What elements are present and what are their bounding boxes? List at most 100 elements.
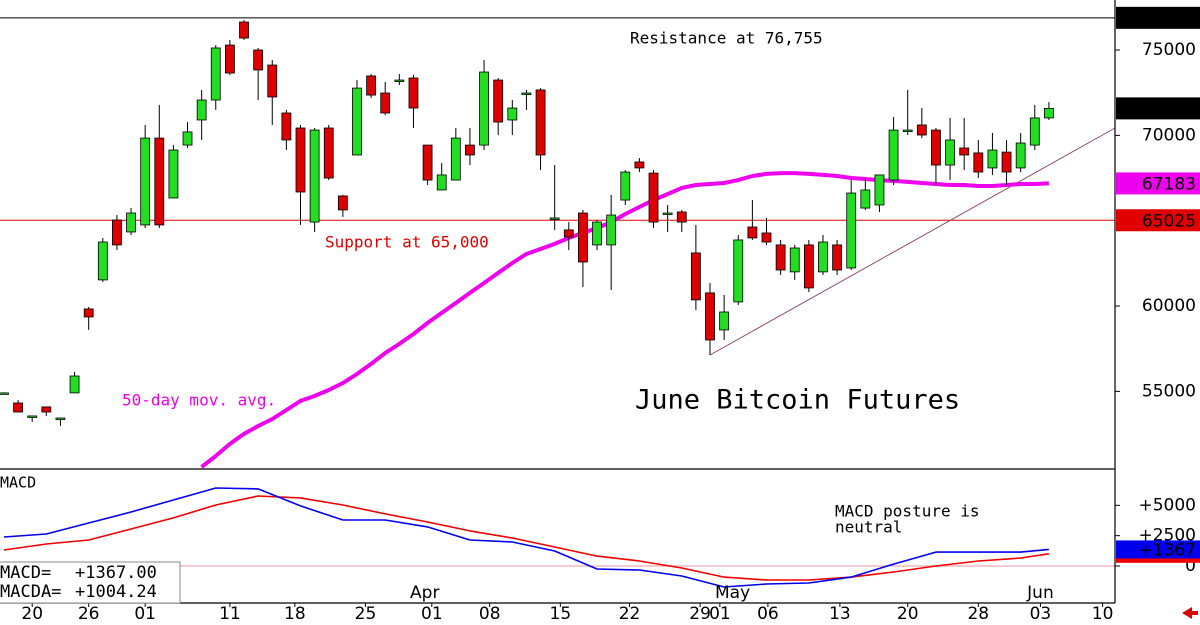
candle-body bbox=[549, 217, 560, 220]
readout-value: +1004.24 bbox=[75, 582, 157, 602]
candle-body bbox=[224, 44, 235, 74]
readout-label: MACD= bbox=[0, 563, 51, 583]
candle-body bbox=[676, 211, 687, 223]
x-tick-label: 26 bbox=[78, 604, 100, 624]
candle-body bbox=[337, 195, 348, 211]
macd-annotation: MACD posture is bbox=[835, 502, 980, 521]
trendline bbox=[709, 127, 1116, 356]
annotation: 50-day mov. avg. bbox=[122, 391, 276, 410]
price-panel bbox=[0, 17, 1120, 469]
candle-body bbox=[41, 406, 52, 413]
candle-body bbox=[55, 417, 66, 420]
candle-body bbox=[902, 129, 913, 132]
price-label: 65025 bbox=[1142, 211, 1196, 231]
candle-body bbox=[295, 127, 306, 193]
x-tick-label: 01 bbox=[134, 604, 156, 624]
x-tick-label: 18 bbox=[284, 604, 306, 624]
candle-body bbox=[366, 75, 377, 96]
candle-body bbox=[803, 244, 814, 289]
candle-body bbox=[705, 292, 715, 341]
annotation: Support at 65,000 bbox=[325, 233, 489, 252]
candle-body bbox=[309, 129, 320, 223]
candle-body bbox=[733, 239, 744, 303]
x-tick-label: 25 bbox=[355, 604, 377, 624]
price-label: 76885 bbox=[1142, 9, 1196, 29]
candle-body bbox=[422, 144, 433, 181]
candle-body bbox=[648, 172, 659, 223]
candle-body bbox=[690, 252, 701, 301]
candle-body bbox=[535, 89, 546, 156]
candle-body bbox=[253, 49, 264, 71]
y-tick-label: +5000 bbox=[1138, 495, 1196, 515]
candle-body bbox=[210, 47, 221, 101]
candle-body bbox=[761, 232, 772, 243]
candle-body bbox=[563, 229, 574, 238]
candle-body bbox=[493, 79, 504, 123]
price-label-box bbox=[1116, 172, 1200, 195]
x-tick-label: 13 bbox=[829, 604, 851, 624]
candle-body bbox=[860, 189, 871, 209]
candle-body bbox=[959, 147, 970, 156]
candle-body bbox=[916, 124, 927, 136]
candle-body bbox=[1044, 107, 1054, 119]
y-tick-label: 55000 bbox=[1142, 381, 1196, 401]
candle-body bbox=[27, 415, 38, 418]
month-label: May bbox=[715, 583, 750, 603]
annotation: Resistance at 76,755 bbox=[630, 29, 823, 48]
price-label-box bbox=[1116, 6, 1200, 29]
candle-body bbox=[281, 112, 292, 141]
candle-body bbox=[634, 161, 645, 169]
candle-body bbox=[874, 174, 885, 206]
x-tick-label: 29 bbox=[689, 604, 711, 624]
candle-body bbox=[408, 77, 419, 109]
labels: Resistance at 76,755 Support at 65,000 5… bbox=[0, 29, 980, 604]
x-tick-label: 01 bbox=[709, 604, 731, 624]
y-tick-label: 70000 bbox=[1142, 125, 1196, 145]
y-tick-label: 60000 bbox=[1142, 296, 1196, 316]
candle-body bbox=[112, 219, 122, 246]
candle-body bbox=[126, 212, 136, 233]
candle-body bbox=[521, 92, 532, 95]
candle-body bbox=[436, 174, 447, 191]
candle-body bbox=[450, 137, 461, 181]
candle-body bbox=[182, 131, 193, 146]
candle-body bbox=[578, 212, 588, 263]
candle-body bbox=[239, 21, 249, 39]
macd-title: MACD bbox=[0, 474, 36, 492]
candle-body bbox=[69, 375, 80, 394]
candle-body bbox=[846, 192, 857, 269]
x-tick-label: 03 bbox=[1030, 604, 1052, 624]
candle-body bbox=[168, 149, 179, 199]
candle-body bbox=[97, 241, 108, 281]
candle-body bbox=[888, 129, 899, 181]
x-tick-label: 11 bbox=[219, 604, 241, 624]
scroll-arrow[interactable] bbox=[1182, 607, 1198, 619]
price-label: 67183 bbox=[1142, 174, 1196, 194]
candle-body bbox=[789, 247, 800, 273]
candle-body bbox=[267, 64, 278, 98]
candle-body bbox=[747, 226, 758, 239]
price-label-box bbox=[1116, 209, 1200, 232]
x-tick-label: 22 bbox=[619, 604, 641, 624]
candle-body bbox=[352, 87, 362, 156]
candle-body bbox=[1015, 142, 1026, 169]
candle-body bbox=[662, 212, 673, 215]
readout-label: MACDA= bbox=[0, 582, 61, 602]
value-box bbox=[1116, 540, 1200, 559]
candle-body bbox=[1029, 117, 1040, 146]
moving-average bbox=[200, 171, 1049, 469]
candle-body bbox=[465, 144, 475, 156]
candle-body bbox=[380, 92, 391, 114]
x-tick-label: 15 bbox=[550, 604, 572, 624]
month-label: Apr bbox=[410, 583, 439, 603]
candle-body bbox=[196, 99, 207, 121]
chart-title: June Bitcoin Futures bbox=[635, 385, 960, 416]
candle-body bbox=[479, 71, 489, 146]
candle-body bbox=[394, 79, 405, 82]
macd-line bbox=[3, 487, 1049, 588]
x-tick-label: 01 bbox=[421, 604, 443, 624]
candle-body bbox=[775, 244, 786, 271]
value-box-label: +1367 bbox=[1138, 540, 1196, 560]
